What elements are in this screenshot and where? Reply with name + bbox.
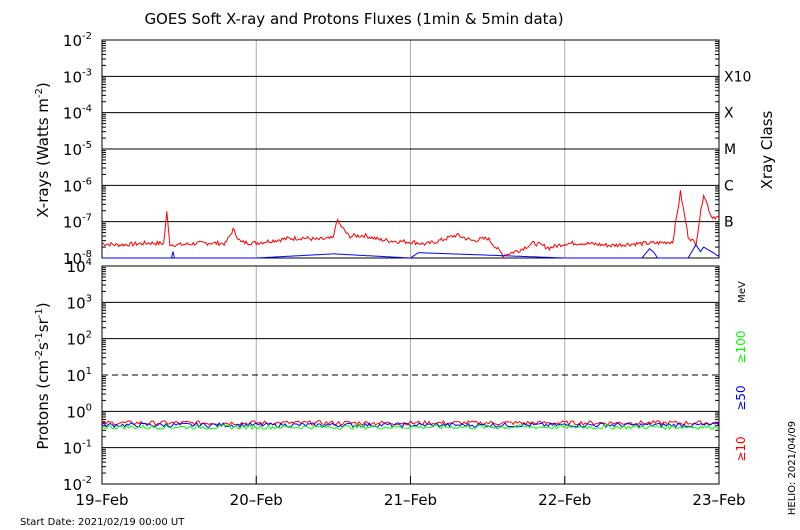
legend-ge10: ≥10 [734, 436, 748, 461]
xray-class-label: M [724, 142, 736, 158]
mev-unit-label: MeV [737, 281, 748, 303]
xray-short-series [102, 243, 720, 259]
y-tick-label: 10-7 [63, 213, 92, 232]
y-tick-label: 102 [67, 330, 92, 349]
y-tick-label: 10-1 [63, 439, 92, 458]
y-tick-label: 103 [67, 293, 92, 312]
y-tick-label: 100 [67, 402, 92, 421]
y-tick-label: 104 [67, 257, 92, 276]
proton-series-group [101, 419, 720, 431]
y-tick-label: 10-5 [63, 140, 92, 159]
x-tick-label: 22–Feb [538, 491, 591, 509]
y-tick-label: 101 [67, 366, 92, 385]
proton-y-tick-labels: 10-2 10-1 100 101 102 103 104 [63, 257, 92, 494]
legend-ge100: ≥100 [734, 331, 748, 364]
proton-y-axis-label: Protons (cm-2s-1sr-1) [34, 302, 52, 449]
x-tick-label: 21–Feb [384, 491, 437, 509]
x-tick-label: 23–Feb [692, 491, 745, 509]
proton-series-2 [101, 423, 720, 431]
xray-class-label: X [724, 106, 734, 122]
xray-class-label: X10 [724, 69, 751, 85]
xray-series-group [101, 190, 720, 259]
x-tick-labels: 19–Feb 20–Feb 21–Feb 22–Feb 23–Feb [75, 476, 746, 509]
y-tick-label: 10-4 [63, 104, 92, 123]
y-tick-label: 10-2 [63, 31, 92, 50]
xray-class-labels: B C M X X10 [724, 69, 751, 230]
proton-series-0 [101, 419, 720, 426]
y-tick-label: 10-2 [63, 475, 92, 494]
xray-class-label: C [724, 178, 734, 194]
helio-stamp: HELIO: 2021/04/09 [787, 421, 798, 515]
xray-y-tick-labels: 10-8 10-7 10-6 10-5 10-4 10-3 10-2 [63, 31, 92, 268]
chart-title: GOES Soft X-ray and Protons Fluxes (1min… [144, 10, 563, 28]
xray-long-series [101, 190, 720, 259]
xray-y-axis-label: X-rays (Watts m-2) [34, 82, 52, 217]
legend-ge50: ≥50 [734, 385, 748, 410]
xray-class-axis-title: Xray Class [758, 110, 776, 189]
x-tick-label: 19–Feb [75, 491, 128, 509]
day-separator-lines [255, 40, 566, 484]
y-tick-label: 10-8 [63, 249, 92, 268]
start-date-label: Start Date: 2021/02/19 00:00 UT [20, 517, 185, 528]
y-tick-label: 10-6 [63, 176, 92, 195]
xray-gridlines [102, 39, 719, 259]
x-tick-label: 20–Feb [230, 491, 283, 509]
y-tick-label: 10-3 [63, 67, 92, 86]
xray-class-label: B [724, 215, 734, 231]
